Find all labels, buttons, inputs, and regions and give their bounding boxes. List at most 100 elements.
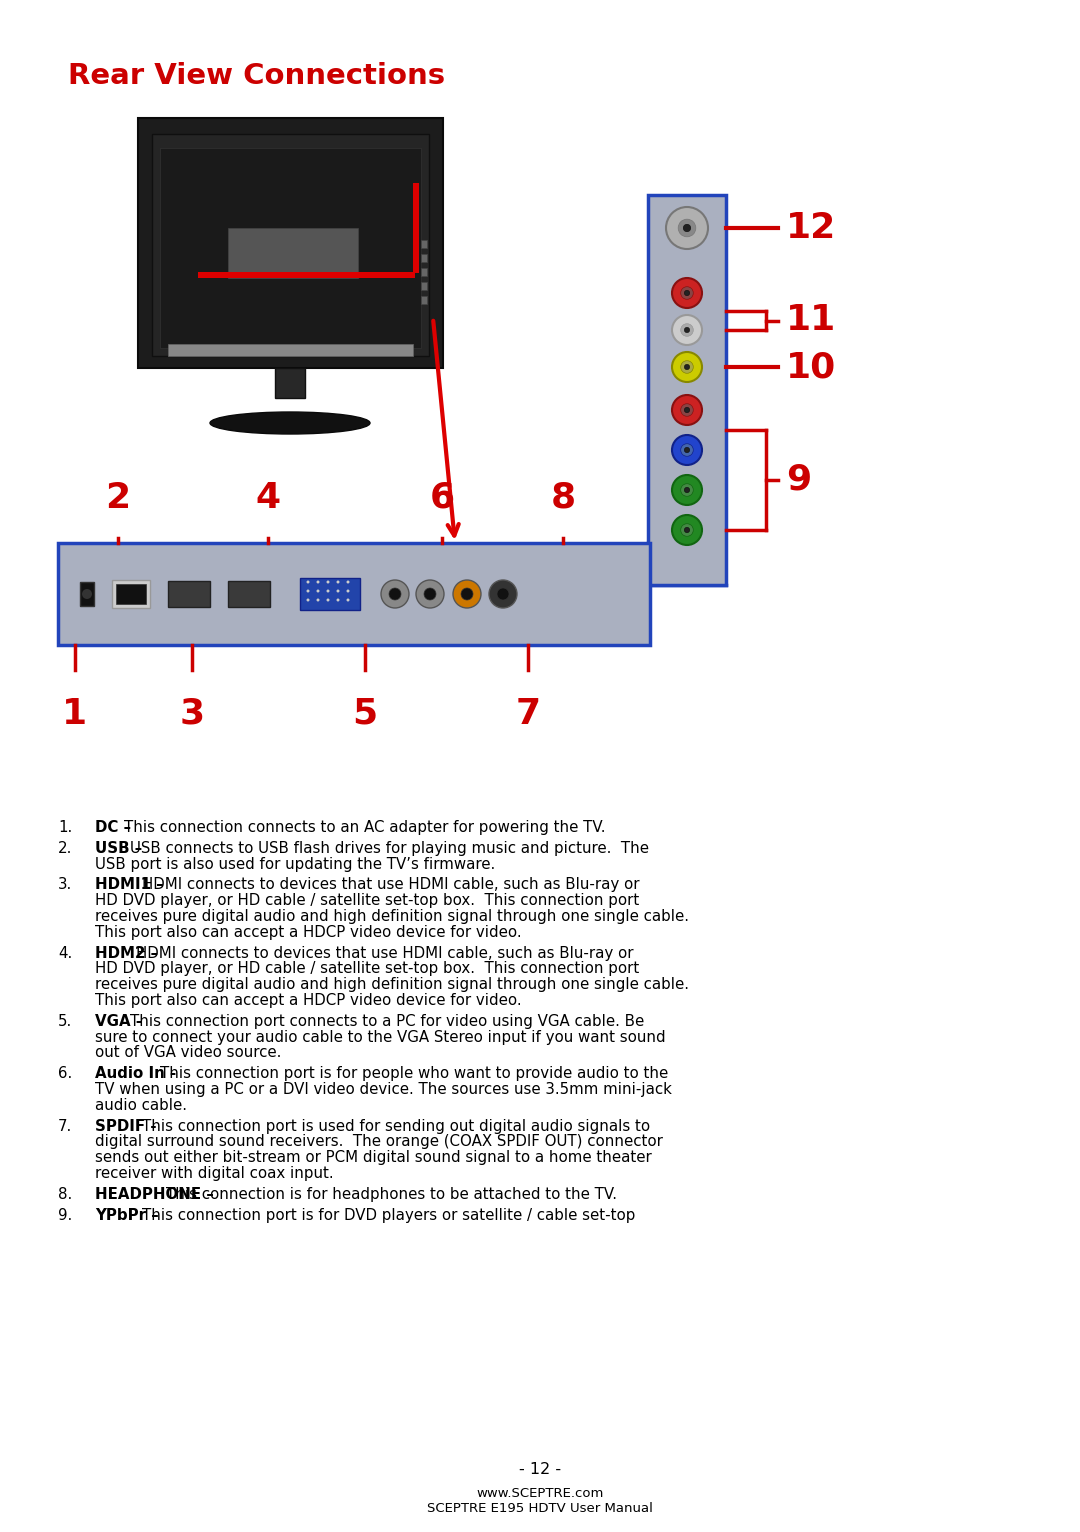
Circle shape bbox=[672, 277, 702, 308]
Text: 2.: 2. bbox=[58, 841, 72, 856]
Text: 1: 1 bbox=[63, 697, 87, 731]
Text: Audio In -: Audio In - bbox=[95, 1066, 181, 1082]
Circle shape bbox=[316, 599, 320, 602]
Text: YPbPr –: YPbPr – bbox=[95, 1207, 164, 1223]
Text: This connection port is for people who want to provide audio to the: This connection port is for people who w… bbox=[160, 1066, 669, 1082]
Circle shape bbox=[678, 219, 696, 237]
Circle shape bbox=[337, 590, 339, 593]
Text: 9.: 9. bbox=[58, 1207, 72, 1223]
Text: 8.: 8. bbox=[58, 1187, 72, 1201]
Bar bbox=[112, 581, 150, 608]
Circle shape bbox=[684, 224, 691, 231]
Text: receiver with digital coax input.: receiver with digital coax input. bbox=[95, 1166, 334, 1181]
Text: This connection port is used for sending out digital audio signals to: This connection port is used for sending… bbox=[143, 1118, 650, 1134]
Text: digital surround sound receivers.  The orange (COAX SPDIF OUT) connector: digital surround sound receivers. The or… bbox=[95, 1134, 663, 1149]
Text: This connection port connects to a PC for video using VGA cable. Be: This connection port connects to a PC fo… bbox=[131, 1014, 645, 1030]
Text: 4.: 4. bbox=[58, 945, 72, 961]
Circle shape bbox=[685, 365, 690, 369]
Bar bbox=[275, 368, 305, 398]
Text: 1.: 1. bbox=[58, 820, 72, 835]
Circle shape bbox=[685, 408, 690, 412]
Circle shape bbox=[680, 484, 693, 496]
Text: 6: 6 bbox=[430, 481, 455, 515]
Text: 6.: 6. bbox=[58, 1066, 72, 1082]
Circle shape bbox=[453, 581, 481, 608]
Circle shape bbox=[347, 599, 350, 602]
Text: out of VGA video source.: out of VGA video source. bbox=[95, 1045, 282, 1060]
Circle shape bbox=[381, 581, 409, 608]
Text: www.SCEPTRE.com: www.SCEPTRE.com bbox=[476, 1488, 604, 1500]
Text: HDMI connects to devices that use HDMI cable, such as Blu-ray or: HDMI connects to devices that use HDMI c… bbox=[136, 945, 634, 961]
Ellipse shape bbox=[210, 412, 370, 434]
Circle shape bbox=[672, 316, 702, 345]
Text: 5: 5 bbox=[352, 697, 378, 731]
Text: HD DVD player, or HD cable / satellite set-top box.  This connection port: HD DVD player, or HD cable / satellite s… bbox=[95, 893, 639, 908]
Circle shape bbox=[672, 515, 702, 545]
Circle shape bbox=[680, 286, 693, 299]
Circle shape bbox=[337, 599, 339, 602]
Text: USB port is also used for updating the TV’s firmware.: USB port is also used for updating the T… bbox=[95, 856, 496, 872]
Circle shape bbox=[497, 588, 509, 601]
Circle shape bbox=[347, 590, 350, 593]
Circle shape bbox=[489, 581, 517, 608]
Text: DC –: DC – bbox=[95, 820, 136, 835]
Circle shape bbox=[685, 447, 690, 452]
Bar bbox=[80, 582, 94, 607]
Bar bbox=[58, 542, 650, 645]
Circle shape bbox=[672, 475, 702, 506]
Circle shape bbox=[685, 328, 690, 332]
Circle shape bbox=[680, 444, 693, 457]
Bar bbox=[421, 268, 427, 276]
Circle shape bbox=[316, 590, 320, 593]
Text: 11: 11 bbox=[786, 303, 836, 337]
Circle shape bbox=[680, 323, 693, 337]
Circle shape bbox=[672, 435, 702, 466]
Bar bbox=[300, 578, 360, 610]
Text: Rear View Connections: Rear View Connections bbox=[68, 61, 445, 90]
Text: HDM2 –: HDM2 – bbox=[95, 945, 163, 961]
Circle shape bbox=[424, 588, 436, 601]
Text: 3.: 3. bbox=[58, 878, 72, 893]
Circle shape bbox=[389, 588, 401, 601]
Text: USB connects to USB flash drives for playing music and picture.  The: USB connects to USB flash drives for pla… bbox=[131, 841, 649, 856]
Bar bbox=[421, 282, 427, 290]
Circle shape bbox=[326, 599, 329, 602]
Text: This connection is for headphones to be attached to the TV.: This connection is for headphones to be … bbox=[166, 1187, 617, 1201]
Text: SCEPTRE E195 HDTV User Manual: SCEPTRE E195 HDTV User Manual bbox=[427, 1501, 653, 1515]
Circle shape bbox=[307, 581, 310, 584]
Bar bbox=[116, 584, 146, 604]
Text: 4: 4 bbox=[256, 481, 281, 515]
Circle shape bbox=[685, 527, 690, 533]
Bar bbox=[421, 296, 427, 303]
Bar bbox=[138, 118, 443, 368]
Circle shape bbox=[416, 581, 444, 608]
Bar bbox=[413, 182, 419, 273]
Text: HEADPHONE –: HEADPHONE – bbox=[95, 1187, 219, 1201]
Circle shape bbox=[326, 581, 329, 584]
Circle shape bbox=[680, 524, 693, 536]
Text: 3: 3 bbox=[179, 697, 204, 731]
Bar bbox=[648, 195, 726, 585]
Text: HDMI connects to devices that use HDMI cable, such as Blu-ray or: HDMI connects to devices that use HDMI c… bbox=[143, 878, 639, 893]
Text: HD DVD player, or HD cable / satellite set-top box.  This connection port: HD DVD player, or HD cable / satellite s… bbox=[95, 962, 639, 976]
Text: receives pure digital audio and high definition signal through one single cable.: receives pure digital audio and high def… bbox=[95, 977, 689, 993]
Text: 7.: 7. bbox=[58, 1118, 72, 1134]
Circle shape bbox=[666, 207, 708, 250]
Circle shape bbox=[326, 590, 329, 593]
Text: This port also can accept a HDCP video device for video.: This port also can accept a HDCP video d… bbox=[95, 925, 522, 939]
Circle shape bbox=[672, 395, 702, 424]
Circle shape bbox=[337, 581, 339, 584]
Text: USB –: USB – bbox=[95, 841, 147, 856]
Circle shape bbox=[82, 588, 92, 599]
Circle shape bbox=[307, 590, 310, 593]
Text: 9: 9 bbox=[786, 463, 811, 496]
Circle shape bbox=[347, 581, 350, 584]
Circle shape bbox=[307, 599, 310, 602]
Text: VGA -: VGA - bbox=[95, 1014, 147, 1030]
Bar bbox=[168, 345, 413, 355]
Circle shape bbox=[316, 581, 320, 584]
Circle shape bbox=[461, 588, 473, 601]
Bar bbox=[198, 273, 415, 277]
Circle shape bbox=[685, 487, 690, 493]
Bar bbox=[168, 581, 210, 607]
